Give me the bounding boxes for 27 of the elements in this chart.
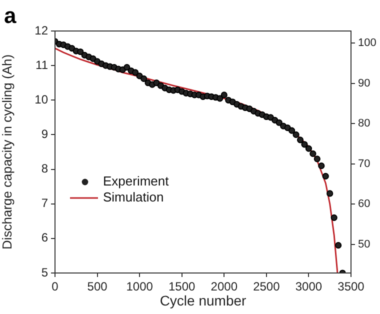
y-tick-label: 9 [41,127,48,142]
y-tick-label: 5 [41,265,48,280]
y-tick-label: 8 [41,162,48,176]
y-axis-title: Discharge capacity in cycling (Ah) [0,54,14,250]
y2-tick-label: 80 [358,118,370,130]
y2-tick-label: 100 [358,37,376,50]
y-tick-label: 10 [34,92,48,106]
text: a [4,3,17,28]
y2-tick-label: 60 [358,198,370,210]
x-tick-label: 2500 [253,280,280,294]
y2-tick-label: 50 [358,238,370,250]
x-axis-title: Cycle number [160,292,247,308]
x-tick-label: 3000 [295,280,322,294]
y2-tick-label: 90 [358,77,370,90]
x-tick-label: 2000 [210,280,238,294]
x-tick-label: 0 [52,280,59,294]
y-tick-label: 6 [41,230,48,245]
x-tick-label: 1500 [168,280,196,294]
y-tick-label: 7 [41,196,48,210]
legend-label: Simulation [103,190,164,205]
x-tick-label: 3500 [338,280,365,294]
y2-tick-label: 70 [358,158,370,170]
y-tick-label: 12 [34,23,48,38]
x-tick-label: 500 [87,280,108,294]
legend-label: Experiment [103,174,170,189]
x-tick-label: 1000 [126,280,154,294]
y-tick-label: 11 [36,58,48,72]
